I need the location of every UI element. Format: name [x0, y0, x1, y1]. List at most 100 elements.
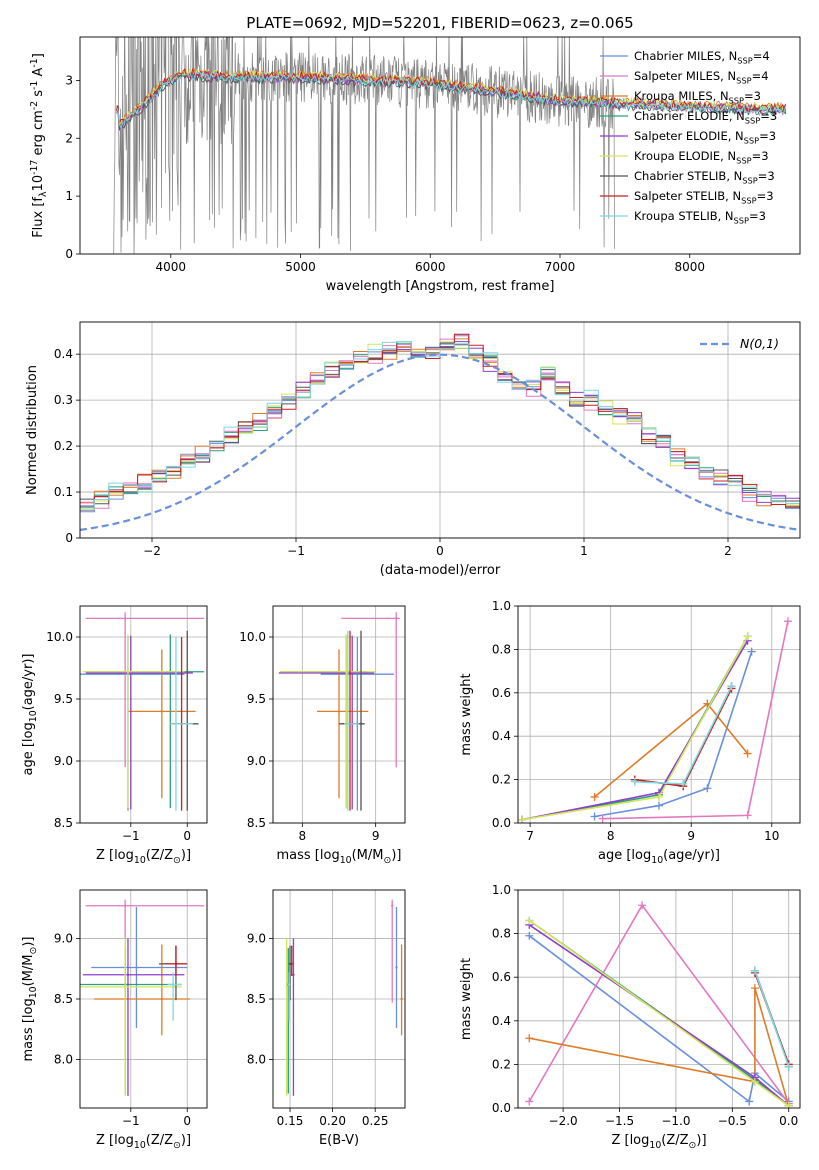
x-tick-label: −1: [287, 544, 305, 558]
math-run: Kroupa MILES, N: [634, 89, 729, 103]
data-point: [288, 962, 292, 966]
math-run: =4: [753, 49, 770, 63]
panel-mass-vs-metallicity: −1 08.08.59.0Z [log10(Z/Z⊙)]mass [log10(M…: [21, 889, 208, 1151]
x-tick-label: −0.5: [718, 1114, 747, 1128]
x-tick-label: −2: [143, 544, 161, 558]
plus-marker: [784, 1101, 793, 1108]
x-tick-label: 0: [183, 1114, 191, 1128]
math-run: Kroupa ELODIE, N: [634, 149, 736, 163]
y-tick-label: 0.2: [54, 439, 73, 453]
math-run: A: [31, 68, 46, 81]
math-run: age [log: [598, 848, 651, 863]
plus-marker: [783, 617, 792, 626]
math-run: =4: [752, 69, 769, 83]
data-point: [126, 670, 130, 673]
normal-reference-curve: [80, 353, 800, 531]
math-run: )]: [21, 937, 36, 947]
plot-area: [518, 890, 800, 1108]
math-run: )]: [391, 848, 401, 863]
figure-title: PLATE=0692, MJD=52201, FIBERID=0623, z=0…: [246, 14, 633, 32]
data-point: [287, 983, 291, 986]
y-tick-label: 9.5: [247, 692, 266, 706]
plus-marker: [750, 1077, 759, 1086]
weight-line: [528, 935, 790, 1103]
model-spectrum-line: [115, 71, 787, 130]
model-spectrum-line: [115, 73, 787, 130]
math-script: 10: [134, 1140, 146, 1151]
data-point: [123, 985, 127, 989]
legend-label: Chabrier MILES, NSSP=4: [634, 49, 770, 65]
math-run: (Z/Z: [146, 1133, 173, 1148]
math-script: ⊙: [173, 855, 181, 866]
math-script: -1: [29, 81, 40, 90]
math-run: (Z/Z: [661, 1133, 688, 1148]
math-run: mass weight: [459, 958, 474, 1040]
x-tick-label: 0.20: [319, 1114, 346, 1128]
x-tick-label: 0: [183, 829, 191, 843]
y-tick-label: 9.0: [54, 754, 73, 768]
y-tick-label: 0.6: [492, 686, 511, 700]
data-point: [292, 973, 295, 976]
math-script: -17: [29, 160, 40, 175]
data-point: [395, 617, 398, 620]
data-point: [123, 617, 127, 620]
data-point: [135, 966, 138, 969]
plus-marker: [590, 812, 599, 821]
math-run: Salpeter ELODIE, N: [634, 129, 744, 143]
math-run: )]: [181, 1133, 191, 1148]
plus-marker: [727, 682, 736, 691]
y-tick-label: 9.0: [247, 754, 266, 768]
legend-label: Salpeter ELODIE, NSSP=3: [634, 129, 776, 145]
y-tick-label: 0.8: [492, 927, 511, 941]
residual-histogram: [80, 333, 800, 522]
y-tick-label: 0.4: [492, 729, 511, 743]
math-script: 10: [28, 986, 39, 998]
x-tick-label: −2.0: [549, 1114, 578, 1128]
plot-area: [80, 606, 207, 823]
panel-mass-weight-vs-metallicity: −2.0 −1.5 −1.0 −0.5 0.0 0.0 0.2 0.4 0.6 0.8 1.0 Z […: [459, 883, 801, 1151]
x-tick-label: 0.25: [362, 1114, 389, 1128]
math-script: SSP: [736, 75, 751, 85]
plot-area: [273, 606, 405, 823]
x-tick-label: 8: [299, 829, 307, 843]
y-tick-label: 0.8: [492, 642, 511, 656]
y-tick-label: 0.4: [492, 1014, 511, 1028]
data-point: [174, 962, 178, 966]
math-run: )]: [181, 848, 191, 863]
residual-histogram: [80, 341, 800, 509]
observed-spectrum-line: [113, 37, 615, 254]
y-tick-label: 8.5: [247, 816, 266, 830]
x-tick-label: 10: [764, 829, 779, 843]
x-tick-label: −1.0: [661, 1114, 690, 1128]
plus-marker: [784, 1062, 793, 1071]
math-script: ⊙: [689, 1140, 697, 1151]
axes-frame: [517, 889, 801, 1109]
y-tick-label: 0.0: [492, 1101, 511, 1115]
math-script: λ: [38, 191, 49, 197]
math-run: Kroupa STELIB, N: [634, 209, 734, 223]
x-tick-label: 6000: [415, 260, 446, 274]
residual-histogram: [80, 341, 800, 517]
axes-frame: [272, 605, 406, 824]
weight-line: [602, 621, 789, 820]
math-run: (Z/Z: [146, 848, 173, 863]
weight-line: [521, 636, 749, 821]
x-tick-label: −1: [122, 829, 140, 843]
residual-histogram: [80, 338, 800, 516]
y-tick-label: 1: [65, 189, 73, 203]
y-tick-label: 2: [65, 131, 73, 145]
panel-residuals: −2 −1 0 1 2 0 0.1 0.2 0.3 0.4 (data-model)/error No…: [25, 321, 801, 578]
math-script: 10: [651, 855, 663, 866]
plus-marker: [703, 784, 712, 793]
math-run: Salpeter MILES, N: [634, 69, 736, 83]
y-tick-label: 8.0: [54, 1053, 73, 1067]
data-point: [345, 670, 348, 673]
y-tick-label: 3: [65, 73, 73, 87]
math-run: Chabrier MILES, N: [634, 49, 737, 63]
y-tick-label: 0.1: [54, 485, 73, 499]
weight-line: [529, 987, 790, 1107]
math-run: 10: [31, 175, 46, 192]
math-run: =3: [744, 89, 761, 103]
